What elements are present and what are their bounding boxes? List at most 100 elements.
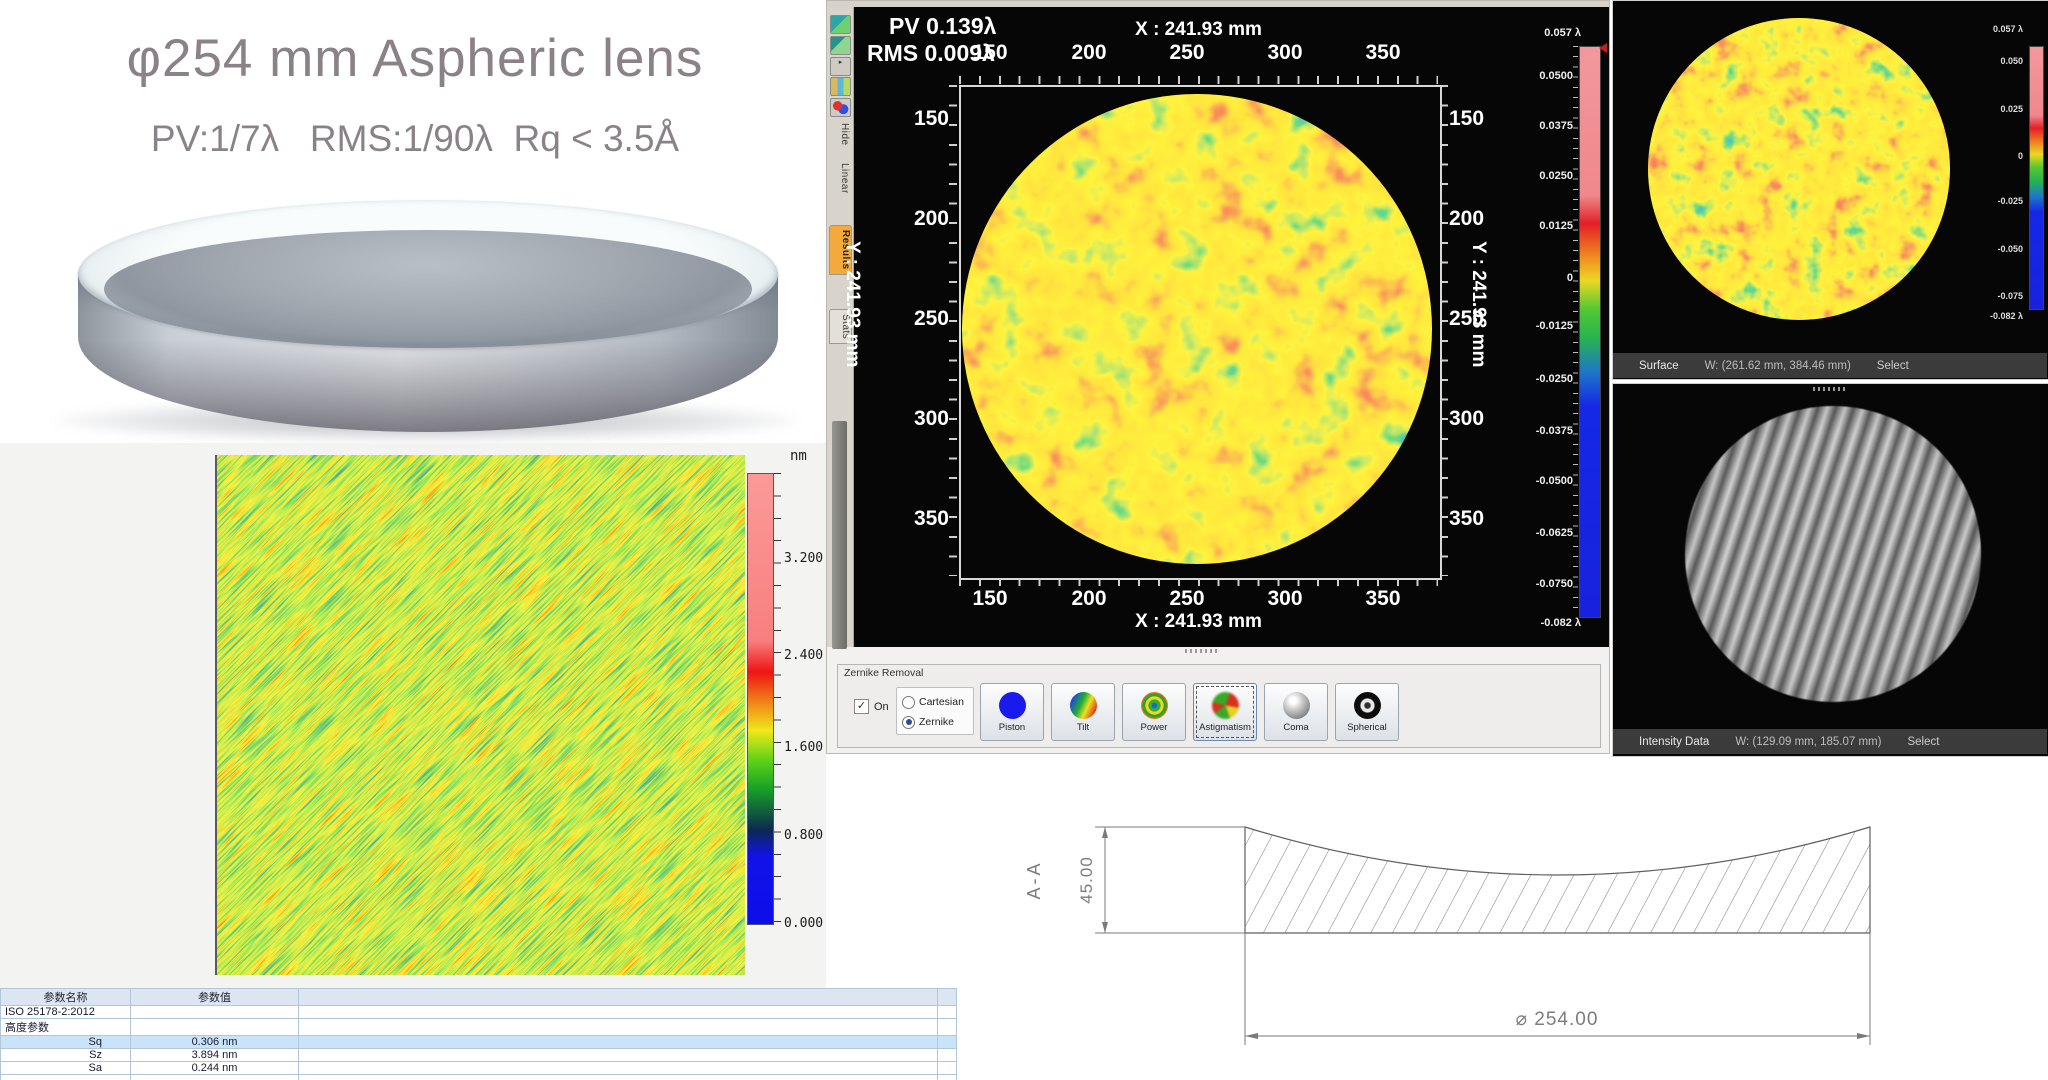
- param-name: Sz: [0, 1048, 131, 1062]
- astigmatism-button[interactable]: Astigmatism: [1193, 683, 1257, 741]
- surface-map[interactable]: [1647, 17, 1951, 326]
- roughness-tick: 3.200: [784, 551, 824, 566]
- fringe-pattern[interactable]: [1685, 406, 1981, 702]
- colorbar-tick: -0.0375: [1535, 425, 1573, 437]
- surface-map-icon[interactable]: [830, 15, 851, 34]
- tick-label: 350: [1365, 587, 1401, 610]
- radio-label: Cartesian: [919, 696, 964, 708]
- tick-label: 200: [1449, 207, 1485, 230]
- table-header-row: 参数名称 参数值: [0, 988, 957, 1006]
- colorbar-tick: 0.0375: [1539, 120, 1573, 132]
- parameter-table: 参数名称 参数值 ISO 25178-2:2012 高度参数 Sq 0.306 …: [0, 988, 957, 1080]
- on-label: On: [874, 700, 889, 713]
- roughness-tick: 0.000: [784, 916, 824, 931]
- colorbar-tick: 0: [2017, 151, 2023, 161]
- table-row[interactable]: Sa 0.244 nm: [0, 1061, 957, 1075]
- button-label: Power: [1140, 721, 1168, 733]
- tick-label: 150: [913, 107, 949, 130]
- expand-arrow-icon[interactable]: ▸: [830, 57, 851, 76]
- tick-label: 250: [1449, 307, 1485, 330]
- wavefront-map[interactable]: [961, 93, 1433, 570]
- colorbar-tick: 0.050: [2000, 56, 2023, 66]
- param-value: 3.894 nm: [130, 1048, 299, 1062]
- tab-linear[interactable]: Linear: [839, 163, 850, 194]
- select-button[interactable]: Select: [1876, 359, 1909, 372]
- button-label: Astigmatism: [1199, 721, 1251, 733]
- intensity-panel: Intensity Data W: (129.09 mm, 185.07 mm)…: [1612, 383, 2048, 757]
- power-button[interactable]: Power: [1122, 683, 1186, 741]
- surface-colorbar: [2029, 46, 2044, 310]
- button-label: Spherical: [1347, 721, 1387, 733]
- colorbar-marker-icon[interactable]: [1599, 43, 1607, 53]
- colorbar-tick: -0.0125: [1535, 320, 1573, 332]
- colorbar-tick: -0.0250: [1535, 373, 1573, 385]
- radio-zernike[interactable]: Zernike: [902, 712, 973, 732]
- select-button[interactable]: Select: [1907, 735, 1940, 748]
- colorbar-tick: 0: [1566, 272, 1573, 284]
- radio-label: Zernike: [919, 716, 955, 728]
- on-checkbox[interactable]: ✓: [854, 699, 869, 714]
- piston-button[interactable]: Piston: [980, 683, 1044, 741]
- panel-title: Zernike Removal: [844, 667, 924, 679]
- tick-label: 150: [972, 41, 1008, 64]
- roughness-tick: 0.800: [784, 828, 824, 843]
- table-row[interactable]: ISO 25178-2:2012: [0, 1005, 957, 1019]
- colorbar-tick: -0.075: [1997, 291, 2023, 301]
- radio-icon-selected[interactable]: [902, 715, 915, 729]
- coma-button[interactable]: Coma: [1264, 683, 1328, 741]
- button-label: Tilt: [1076, 721, 1090, 733]
- intensity-caption-bar[interactable]: Intensity Data W: (129.09 mm, 185.07 mm)…: [1613, 729, 2047, 754]
- tab-stats[interactable]: Stats: [829, 309, 852, 345]
- param-name: 高度参数: [0, 1018, 131, 1036]
- drag-handle[interactable]: [1813, 387, 1847, 391]
- radio-cartesian[interactable]: Cartesian: [902, 692, 973, 712]
- table-row[interactable]: 高度参数: [0, 1018, 957, 1036]
- section-label: A-A: [1024, 860, 1044, 899]
- button-label: Coma: [1283, 721, 1309, 733]
- button-label: Piston: [998, 721, 1026, 733]
- colorbar-max-label: 0.057 λ: [1992, 24, 2023, 34]
- surface-panel: 0.057 λ 0.050 0.025 0 -0.025 -0.050 -0.0…: [1612, 0, 2048, 380]
- tick-label: 150: [1449, 107, 1485, 130]
- zernike-buttons: Piston Tilt Power Astigmatism Coma: [980, 683, 1399, 741]
- rms-value: RMS 0.009λ: [867, 40, 995, 66]
- on-checkbox-row[interactable]: ✓ On: [854, 699, 889, 714]
- x-axis-label-top: X : 241.93 mm: [1135, 19, 1262, 40]
- spherical-icon: [1353, 691, 1381, 719]
- lens-section-profile: [1244, 826, 1871, 934]
- tick-label: 350: [1449, 507, 1485, 530]
- axis-ticks: [1440, 85, 1448, 576]
- table-row-selected[interactable]: Sq 0.306 nm: [0, 1035, 957, 1049]
- lens-photo: [55, 200, 800, 450]
- spherical-button[interactable]: Spherical: [1335, 683, 1399, 741]
- param-value: 0.244 nm: [130, 1061, 299, 1075]
- tick-label: 250: [1169, 587, 1205, 610]
- tilt-icon: [1069, 691, 1097, 719]
- splitter-handle[interactable]: [832, 421, 847, 649]
- colorbar-tick: -0.050: [1997, 244, 2023, 254]
- drag-handle[interactable]: [1185, 649, 1219, 653]
- roughness-colorbar-ticks: [774, 473, 781, 923]
- tick-label: 200: [1071, 587, 1107, 610]
- colorbar-max-label: 0.057 λ: [1544, 27, 1581, 39]
- lens-rim: [104, 230, 752, 348]
- palette-icon[interactable]: [830, 98, 851, 117]
- radio-icon[interactable]: [902, 695, 915, 709]
- tab-results[interactable]: Results: [829, 225, 852, 275]
- masks-icon[interactable]: [830, 77, 851, 96]
- surface-caption-bar[interactable]: Surface W: (261.62 mm, 384.46 mm) Select: [1613, 353, 2047, 378]
- tick-label: 300: [1449, 407, 1485, 430]
- spec-line: PV:1/7λ RMS:1/90λ Rq < 3.5Å: [150, 118, 680, 159]
- coma-icon: [1282, 691, 1310, 719]
- param-value: 0.306 nm: [130, 1035, 299, 1049]
- colorbar-tick: 0.0500: [1539, 70, 1573, 82]
- tick-label: 350: [913, 507, 949, 530]
- table-row[interactable]: Sz 3.894 nm: [0, 1048, 957, 1062]
- header-param-name: 参数名称: [0, 988, 131, 1006]
- tick-label: 200: [1071, 41, 1107, 64]
- tab-hide[interactable]: Hide: [839, 123, 850, 146]
- table-row[interactable]: [0, 1074, 957, 1080]
- tilt-button[interactable]: Tilt: [1051, 683, 1115, 741]
- param-value: [130, 1018, 299, 1036]
- profile-map-icon[interactable]: [830, 36, 851, 55]
